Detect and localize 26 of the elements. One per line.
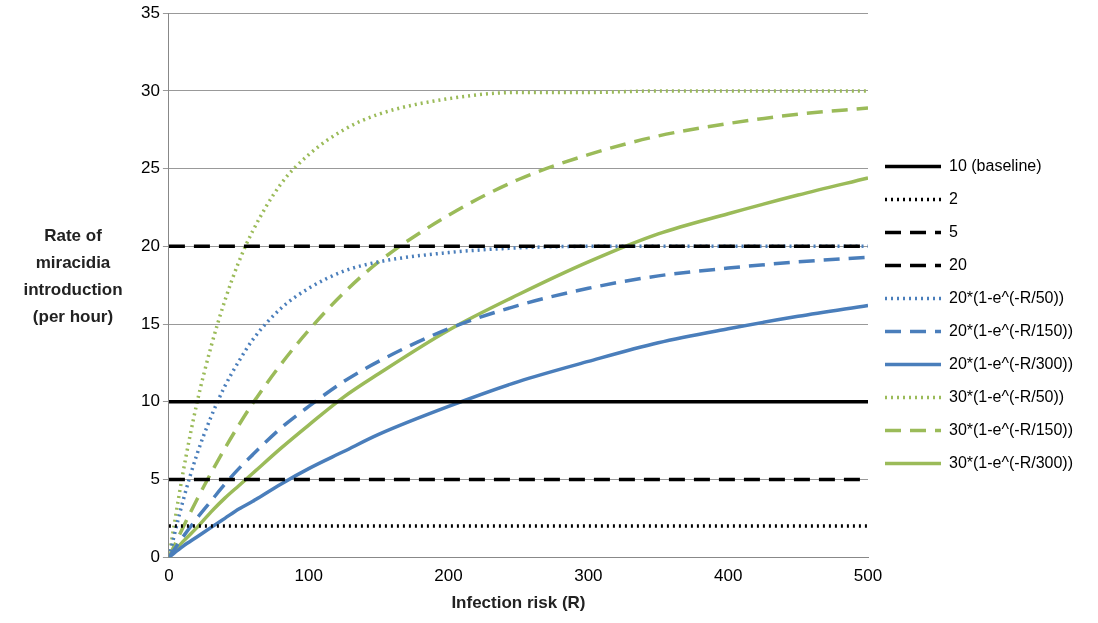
legend-label: 20	[949, 255, 967, 273]
x-tick-label: 0	[164, 566, 174, 586]
legend-label: 30*(1-e^(-R/150))	[949, 420, 1074, 438]
y-tick-label: 15	[140, 313, 160, 333]
x-tick-label: 400	[714, 566, 743, 586]
x-tick-label: 300	[574, 566, 603, 586]
y-tick-label: 35	[140, 2, 160, 22]
legend-label: 20*(1-e^(-R/50))	[949, 288, 1065, 306]
y-axis-title: Rate of miracidia introduction (per hour)	[22, 225, 124, 328]
legend-label: 5	[949, 222, 959, 240]
x-axis-title: Infection risk (R)	[451, 593, 586, 613]
y-tick-label: 20	[140, 236, 160, 256]
y-tick-label: 10	[140, 391, 160, 411]
x-tick-label: 200	[434, 566, 463, 586]
y-tick-label: 5	[150, 469, 160, 489]
y-tick-label: 0	[150, 546, 160, 566]
x-tick-label: 100	[294, 566, 323, 586]
legend-label: 10 (baseline)	[949, 156, 1042, 174]
x-tick-label: 500	[853, 566, 883, 586]
legend-label: 30*(1-e^(-R/50))	[949, 387, 1065, 405]
legend-label: 2	[949, 189, 959, 207]
legend-label: 20*(1-e^(-R/300))	[949, 354, 1074, 372]
y-tick-label: 30	[140, 80, 160, 100]
y-tick-label: 25	[140, 158, 160, 178]
legend-label: 30*(1-e^(-R/300))	[949, 453, 1074, 471]
legend-label: 20*(1-e^(-R/150))	[949, 321, 1074, 339]
